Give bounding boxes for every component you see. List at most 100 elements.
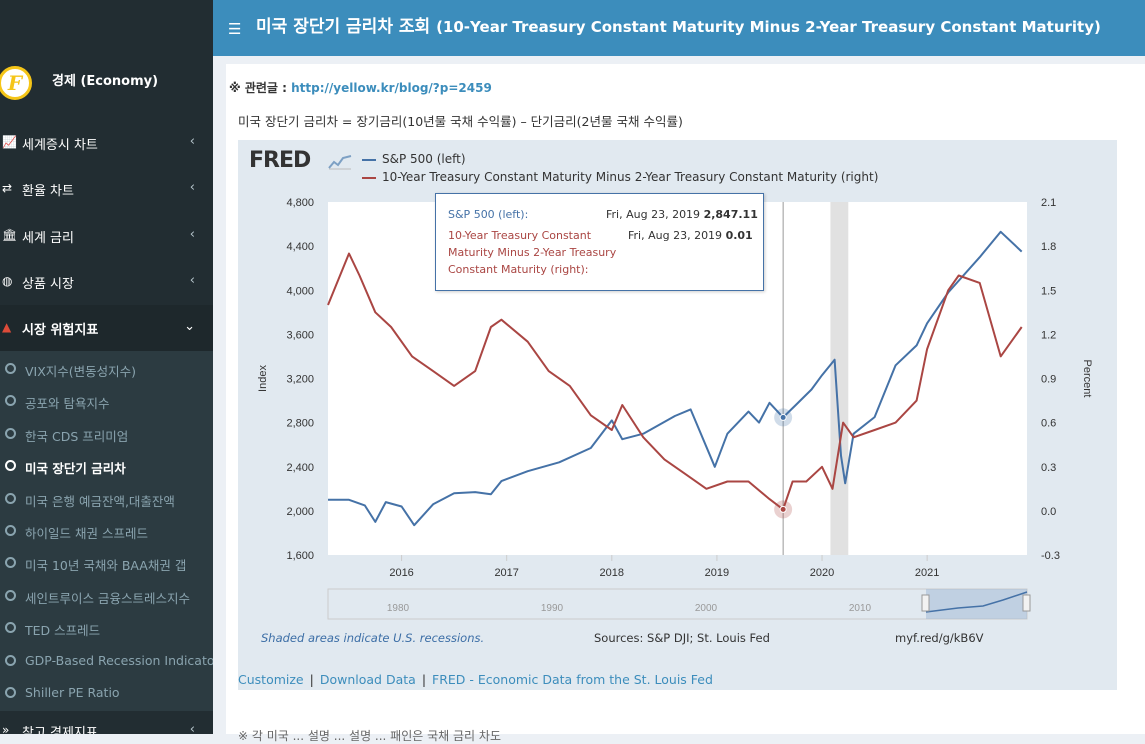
chart-tooltip: S&P 500 (left): Fri, Aug 23, 2019 2,847.…	[435, 193, 764, 291]
left-tick-label: 4,800	[286, 197, 314, 209]
sidebar-item-reference[interactable]: » 참고 경제지표 ‹	[0, 711, 213, 734]
sidebar-item-commodities[interactable]: ◍ 상품 시장 ‹	[0, 259, 213, 305]
submenu-label: 미국 은행 예금잔액,대출잔액	[25, 494, 175, 509]
link-fred[interactable]: FRED - Economic Data from the St. Louis …	[432, 672, 713, 687]
tooltip-sp-date: Fri, Aug 23, 2019	[606, 208, 701, 221]
left-tick-label: 4,400	[286, 241, 314, 253]
sidebar: F 경제 (Economy) 📈 세계증시 차트 ‹ ⇄ 환율 차트 ‹ 🏛 세…	[0, 0, 213, 734]
circle-icon	[5, 622, 16, 633]
sidebar-item-market-risk[interactable]: ▲ 시장 위험지표 ⌄	[0, 305, 213, 351]
submenu-item-gdp-recession[interactable]: GDP-Based Recession Indicator	[0, 645, 213, 677]
warning-icon: ▲	[2, 320, 12, 334]
x-tick-label: 2016	[389, 567, 413, 579]
x-tick-label: 2017	[494, 567, 518, 579]
tooltip-spread-date: Fri, Aug 23, 2019	[628, 229, 723, 242]
fred-logo: FRED	[249, 148, 311, 173]
tooltip-sp-date-value: Fri, Aug 23, 2019 2,847.11	[606, 208, 758, 221]
chevron-left-icon: ‹	[189, 134, 195, 149]
user-panel: F 경제 (Economy)	[0, 58, 213, 118]
sidebar-item-label: 세계증시 차트	[22, 138, 98, 153]
related-prefix: ※ 관련글 :	[229, 81, 292, 95]
right-tick-label: 0.9	[1041, 374, 1056, 386]
submenu-item-high-yield[interactable]: 하이일드 채권 스프레드	[0, 515, 213, 547]
hover-point-spread	[779, 505, 787, 513]
legend-sp500[interactable]: S&P 500 (left)	[362, 152, 466, 166]
recession-note: Shaded areas indicate U.S. recessions.	[261, 631, 485, 645]
short-url[interactable]: myf.red/g/kB6V	[895, 631, 984, 645]
navigator-label: 2010	[849, 603, 872, 614]
hover-point-sp500	[779, 413, 787, 421]
circle-icon	[5, 590, 16, 601]
submenu-item-baa-gap[interactable]: 미국 10년 국채와 BAA채권 갭	[0, 547, 213, 579]
right-tick-label: 1.8	[1041, 241, 1056, 253]
left-tick-label: 4,000	[286, 285, 314, 297]
related-link[interactable]: http://yellow.kr/blog/?p=2459	[291, 81, 492, 95]
navigator-label: 2000	[695, 603, 718, 614]
tooltip-spread-label-2: Maturity Minus 2-Year Treasury	[448, 246, 617, 259]
line-chart-icon: 📈	[2, 135, 17, 149]
link-customize[interactable]: Customize	[238, 672, 304, 687]
legend-spread[interactable]: 10-Year Treasury Constant Maturity Minus…	[362, 170, 878, 184]
submenu-label: 미국 10년 국채와 BAA채권 갭	[25, 558, 187, 573]
submenu-label: 하이일드 채권 스프레드	[25, 526, 148, 541]
legend-label: 10-Year Treasury Constant Maturity Minus…	[382, 170, 879, 184]
sources-note: Sources: S&P DJI; St. Louis Fed	[594, 631, 770, 645]
sidebar-item-exchange-rates[interactable]: ⇄ 환율 차트 ‹	[0, 166, 213, 212]
sidebar-item-label: 시장 위험지표	[22, 323, 99, 338]
bottom-text: ※ 각 미국 ... 설명 ... 설명 ... 패인은 국채 금리 차도	[238, 729, 501, 743]
legend-label: S&P 500 (left)	[382, 152, 466, 166]
fred-spark-icon	[328, 155, 352, 170]
tooltip-sp-value: 2,847.11	[703, 208, 758, 221]
chevron-left-icon: ‹	[189, 273, 195, 288]
submenu-item-fear-greed[interactable]: 공포와 탐욕지수	[0, 385, 213, 417]
sp500-line	[328, 230, 1023, 527]
sidebar-item-label: 참고 경제지표	[22, 726, 98, 734]
navigator-label: 1980	[387, 603, 410, 614]
submenu-label: GDP-Based Recession Indicator	[25, 653, 213, 668]
sidebar-item-world-stocks[interactable]: 📈 세계증시 차트 ‹	[0, 120, 213, 166]
link-separator: |	[309, 672, 314, 687]
recession-band	[830, 202, 849, 555]
user-name: 경제 (Economy)	[52, 74, 159, 89]
user-avatar: F	[0, 66, 32, 100]
sidebar-item-world-rates[interactable]: 🏛 세계 금리 ‹	[0, 213, 213, 259]
menu-toggle-icon[interactable]: ☰	[228, 20, 242, 38]
left-tick-label: 2,400	[286, 462, 314, 474]
navigator-handle-left	[921, 594, 930, 612]
left-tick-label: 3,200	[286, 374, 314, 386]
right-tick-label: 1.5	[1041, 285, 1056, 297]
tooltip-sp-label: S&P 500 (left):	[448, 208, 529, 221]
circle-icon	[5, 493, 16, 504]
bank-icon: 🏛	[2, 228, 18, 242]
left-tick-label: 1,600	[286, 550, 314, 562]
submenu-item-stl-stress[interactable]: 세인트루이스 금융스트레스지수	[0, 580, 213, 612]
legend-swatch-blue	[362, 158, 376, 161]
submenu-item-ted-spread[interactable]: TED 스프레드	[0, 612, 213, 644]
right-tick-label: 1.2	[1041, 329, 1056, 341]
navigator-line	[925, 591, 1028, 613]
x-tick-label: 2020	[810, 567, 834, 579]
legend-swatch-red	[362, 176, 376, 179]
sidebar-item-label: 상품 시장	[22, 277, 74, 292]
link-download[interactable]: Download Data	[319, 672, 416, 687]
globe-icon: ◍	[2, 274, 13, 288]
circle-icon	[5, 363, 16, 374]
spread-line	[327, 252, 1023, 511]
sidebar-item-label: 환율 차트	[22, 184, 74, 199]
right-tick-label: 0.3	[1041, 462, 1056, 474]
submenu-item-yield-spread[interactable]: 미국 장단기 금리차	[0, 450, 213, 482]
circle-icon	[5, 557, 16, 568]
chevron-left-icon: ‹	[189, 227, 195, 242]
page-title-sub: (10-Year Treasury Constant Maturity Minu…	[436, 18, 1101, 36]
submenu-item-shiller-pe[interactable]: Shiller PE Ratio	[0, 677, 213, 709]
fred-chart: 4,800 4,400 4,000 3,600 3,200 2,800 2,400 2,000…	[238, 140, 1117, 690]
submenu-item-bank-deposits[interactable]: 미국 은행 예금잔액,대출잔액	[0, 483, 213, 515]
submenu-item-korea-cds[interactable]: 한국 CDS 프리미엄	[0, 418, 213, 450]
chevron-left-icon: ‹	[189, 722, 195, 734]
submenu-item-vix[interactable]: VIX지수(변동성지수)	[0, 353, 213, 385]
circle-icon	[5, 460, 16, 471]
circle-icon	[5, 428, 16, 439]
page-title: 미국 장단기 금리차 조회 (10-Year Treasury Constant…	[256, 12, 1101, 37]
submenu-label: TED 스프레드	[25, 623, 101, 638]
right-axis-label: Percent	[1081, 360, 1093, 398]
